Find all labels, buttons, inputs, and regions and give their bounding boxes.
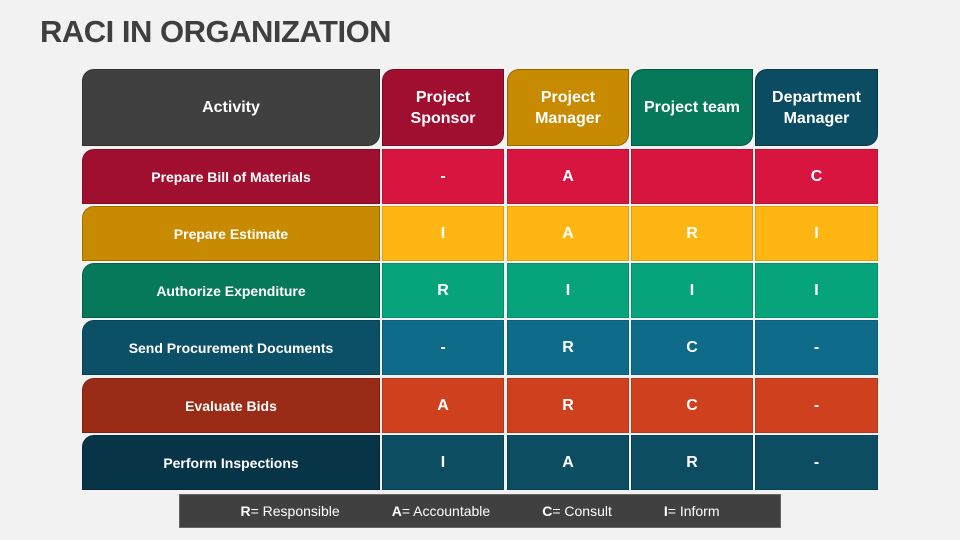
header-role: Project Manager: [507, 69, 629, 146]
raci-cell: I: [631, 263, 753, 318]
raci-cell: R: [631, 435, 753, 490]
header-role: Project Sponsor: [382, 69, 504, 146]
raci-cell: C: [631, 320, 753, 375]
raci-cell: I: [755, 206, 878, 261]
row-activity: Evaluate Bids: [82, 378, 380, 433]
raci-cell: -: [755, 378, 878, 433]
legend-text: = Responsible: [250, 503, 340, 519]
raci-cell: A: [507, 149, 629, 204]
legend-key: C: [542, 503, 553, 519]
raci-cell: -: [755, 435, 878, 490]
row-activity: Send Procurement Documents: [82, 320, 380, 375]
header-role: Department Manager: [755, 69, 878, 146]
raci-cell: -: [382, 149, 504, 204]
legend-text: = Accountable: [401, 503, 491, 519]
raci-cell: I: [382, 435, 504, 490]
legend-key: A: [391, 503, 402, 519]
raci-cell: R: [382, 263, 504, 318]
raci-cell: C: [631, 378, 753, 433]
raci-cell: -: [382, 320, 504, 375]
row-activity: Perform Inspections: [82, 435, 380, 490]
legend: R= Responsible A= Accountable C= Consult I=…: [179, 494, 781, 528]
raci-cell: [631, 149, 753, 204]
raci-cell: I: [507, 263, 629, 318]
raci-cell: R: [507, 378, 629, 433]
raci-cell: -: [755, 320, 878, 375]
legend-item: A= Accountable: [392, 503, 490, 519]
raci-cell: I: [382, 206, 504, 261]
raci-cell: A: [382, 378, 504, 433]
legend-text: = Consult: [552, 503, 612, 519]
raci-cell: I: [755, 263, 878, 318]
raci-cell: A: [507, 206, 629, 261]
raci-cell: R: [507, 320, 629, 375]
header-role: Project team: [631, 69, 753, 146]
row-activity: Prepare Estimate: [82, 206, 380, 261]
raci-cell: C: [755, 149, 878, 204]
header-activity: Activity: [82, 69, 380, 146]
legend-key: R: [240, 503, 251, 519]
page-title: RACI IN ORGANIZATION: [40, 14, 392, 49]
raci-cell: A: [507, 435, 629, 490]
legend-text: = Inform: [667, 503, 720, 519]
legend-item: I= Inform: [664, 503, 720, 519]
legend-item: C= Consult: [542, 503, 612, 519]
raci-cell: R: [631, 206, 753, 261]
row-activity: Authorize Expenditure: [82, 263, 380, 318]
row-activity: Prepare Bill of Materials: [82, 149, 380, 204]
legend-item: R= Responsible: [240, 503, 339, 519]
legend-key: I: [663, 503, 668, 519]
